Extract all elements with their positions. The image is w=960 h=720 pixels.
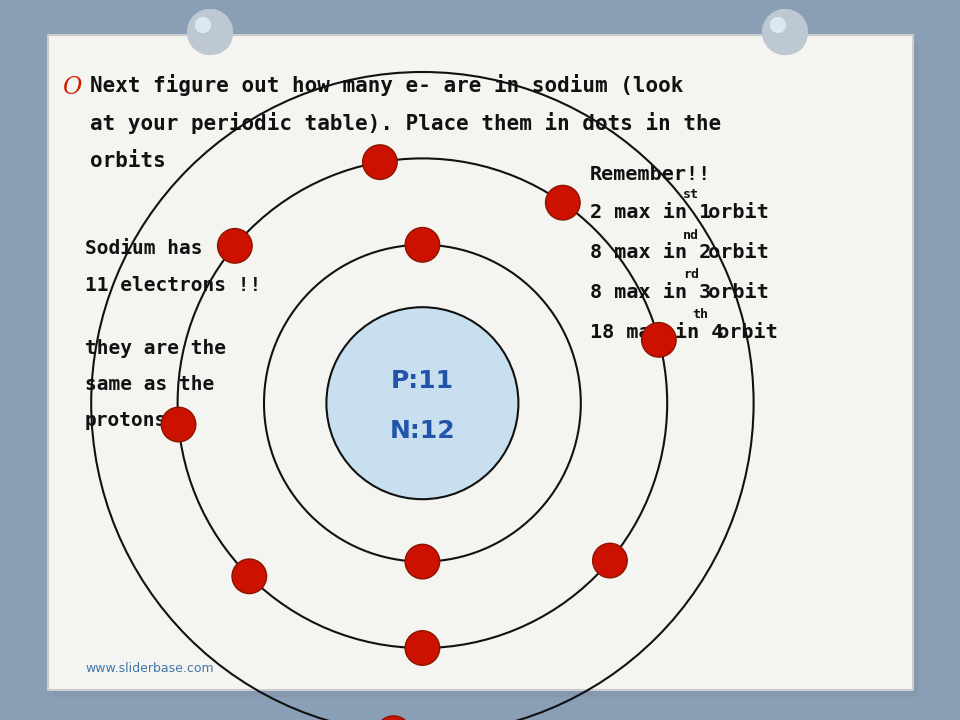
FancyBboxPatch shape [48,35,913,690]
Circle shape [195,17,211,33]
Circle shape [405,228,440,262]
Circle shape [405,631,440,665]
Circle shape [188,10,232,54]
Circle shape [770,17,786,33]
Circle shape [592,544,627,578]
Circle shape [763,10,807,54]
Text: orbit: orbit [706,323,778,341]
Circle shape [196,18,232,54]
Circle shape [326,307,518,499]
Circle shape [763,10,807,54]
Text: 8 max in 3: 8 max in 3 [590,282,711,302]
Circle shape [641,323,676,357]
FancyBboxPatch shape [53,42,918,697]
Circle shape [232,559,267,593]
Circle shape [770,17,786,33]
Text: nd: nd [683,228,699,241]
Text: orbit: orbit [696,202,769,222]
Text: orbit: orbit [696,243,769,261]
Text: protons: protons [85,410,167,430]
Text: at your periodic table). Place them in dots in the: at your periodic table). Place them in d… [90,112,721,134]
Text: N:12: N:12 [390,419,455,444]
Circle shape [218,228,252,263]
Text: 8 max in 2: 8 max in 2 [590,243,711,261]
Text: th: th [692,308,708,322]
Text: same as the: same as the [85,374,214,394]
Circle shape [405,544,440,579]
Circle shape [188,10,232,54]
Text: 18 max in 4: 18 max in 4 [590,323,724,341]
Circle shape [363,145,397,179]
Circle shape [545,185,580,220]
Text: 11 electrons !!: 11 electrons !! [85,276,261,294]
Text: Sodium has: Sodium has [85,238,203,258]
Text: P:11: P:11 [391,369,454,393]
Text: orbits: orbits [90,151,166,171]
Text: O: O [62,76,82,99]
Text: st: st [683,189,699,202]
Text: they are the: they are the [85,338,226,358]
Circle shape [161,408,196,442]
Text: Remember!!: Remember!! [590,166,711,184]
Text: 2 max in 1: 2 max in 1 [590,202,711,222]
Circle shape [376,716,411,720]
Text: rd: rd [683,269,699,282]
Circle shape [195,17,211,33]
Text: orbit: orbit [696,282,769,302]
Text: www.sliderbase.com: www.sliderbase.com [85,662,214,675]
Circle shape [771,18,807,54]
Text: Next figure out how many e- are in sodium (look: Next figure out how many e- are in sodiu… [90,74,684,96]
